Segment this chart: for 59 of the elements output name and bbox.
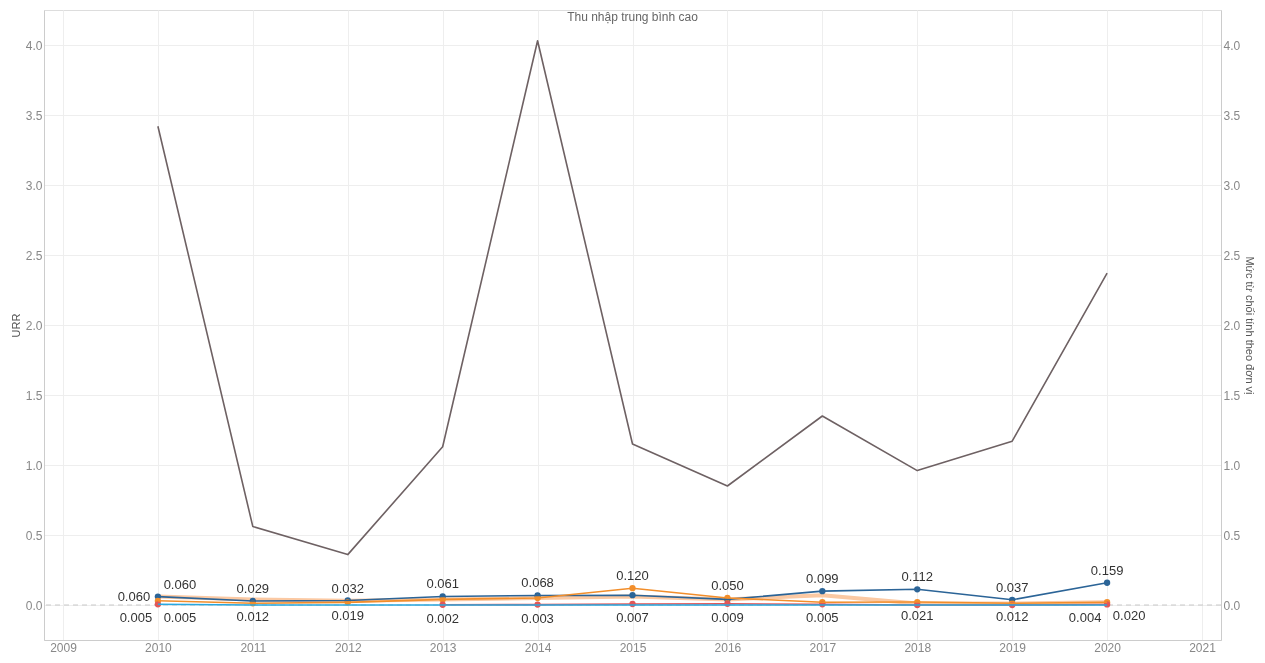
data-label: 0.120 bbox=[616, 568, 649, 584]
data-label: 0.012 bbox=[995, 609, 1029, 625]
data-label: 0.032 bbox=[331, 580, 365, 596]
x-tick-label: 2012 bbox=[334, 640, 362, 655]
y2-tick-label: 0.5 bbox=[1223, 528, 1241, 543]
y-tick-label: 2.5 bbox=[25, 248, 43, 263]
y2-tick-label: 0.0 bbox=[1223, 598, 1241, 613]
y-tick-label: 4.0 bbox=[25, 38, 43, 53]
y2-tick-label: 1.5 bbox=[1223, 388, 1241, 403]
y-tick-label: 0.5 bbox=[25, 528, 43, 543]
data-label: 0.005 bbox=[806, 610, 839, 626]
x-tick-label: 2020 bbox=[1094, 640, 1122, 655]
data-label: 0.007 bbox=[616, 610, 649, 626]
x-tick-label: 2021 bbox=[1189, 640, 1217, 655]
y-axis-title: URR bbox=[9, 313, 22, 338]
y2-tick-label: 2.5 bbox=[1223, 248, 1241, 263]
data-label: 0.159 bbox=[1090, 562, 1124, 578]
x-tick-label: 2013 bbox=[429, 640, 457, 655]
data-label: 0.009 bbox=[711, 609, 744, 625]
y2-tick-label: 1.0 bbox=[1223, 458, 1241, 473]
chart-title: Thu nhập trung bình cao bbox=[567, 10, 699, 24]
y2-tick-label: 3.0 bbox=[1223, 178, 1241, 193]
y-tick-label: 3.0 bbox=[25, 178, 43, 193]
data-label: 0.050 bbox=[711, 578, 744, 593]
data-label: 0.003 bbox=[521, 610, 554, 626]
data-label: 0.037 bbox=[995, 579, 1029, 595]
data-label: 0.112 bbox=[901, 569, 934, 585]
data-label: 0.099 bbox=[806, 571, 839, 587]
data-label: 0.061 bbox=[426, 576, 459, 592]
data-label: 0.005 bbox=[119, 610, 153, 626]
y2-tick-label: 3.5 bbox=[1223, 108, 1241, 123]
data-label: 0.021 bbox=[900, 608, 934, 624]
data-label: 0.060 bbox=[163, 576, 197, 592]
x-tick-label: 2017 bbox=[809, 640, 837, 655]
data-label: 0.005 bbox=[163, 610, 197, 626]
x-tick-label: 2010 bbox=[145, 640, 173, 655]
x-tick-label: 2016 bbox=[714, 640, 742, 655]
data-label: 0.029 bbox=[236, 580, 270, 596]
y-tick-label: 2.0 bbox=[25, 318, 43, 333]
x-tick-label: 2018 bbox=[904, 640, 932, 655]
x-tick-label: 2011 bbox=[240, 640, 267, 655]
data-label: 0.002 bbox=[426, 610, 459, 626]
y-tick-label: 1.0 bbox=[25, 458, 43, 473]
x-tick-label: 2014 bbox=[524, 640, 552, 655]
y-tick-label: 0.0 bbox=[25, 598, 43, 613]
x-tick-label: 2019 bbox=[999, 640, 1027, 655]
y2-axis-title: Mức từ chối tính theo đơn vị bbox=[1244, 256, 1257, 395]
data-label: 0.012 bbox=[236, 609, 270, 625]
y2-tick-label: 2.0 bbox=[1223, 318, 1241, 333]
data-label: 0.068 bbox=[521, 575, 554, 591]
data-label: 0.020 bbox=[1112, 608, 1146, 624]
data-label: 0.060 bbox=[117, 588, 151, 604]
y-tick-label: 3.5 bbox=[25, 108, 43, 123]
data-label: 0.004 bbox=[1068, 610, 1102, 626]
y2-tick-label: 4.0 bbox=[1223, 38, 1241, 53]
y-tick-label: 1.5 bbox=[25, 388, 43, 403]
data-label: 0.019 bbox=[331, 608, 365, 624]
x-tick-label: 2015 bbox=[619, 640, 647, 655]
x-tick-label: 2009 bbox=[50, 640, 78, 655]
